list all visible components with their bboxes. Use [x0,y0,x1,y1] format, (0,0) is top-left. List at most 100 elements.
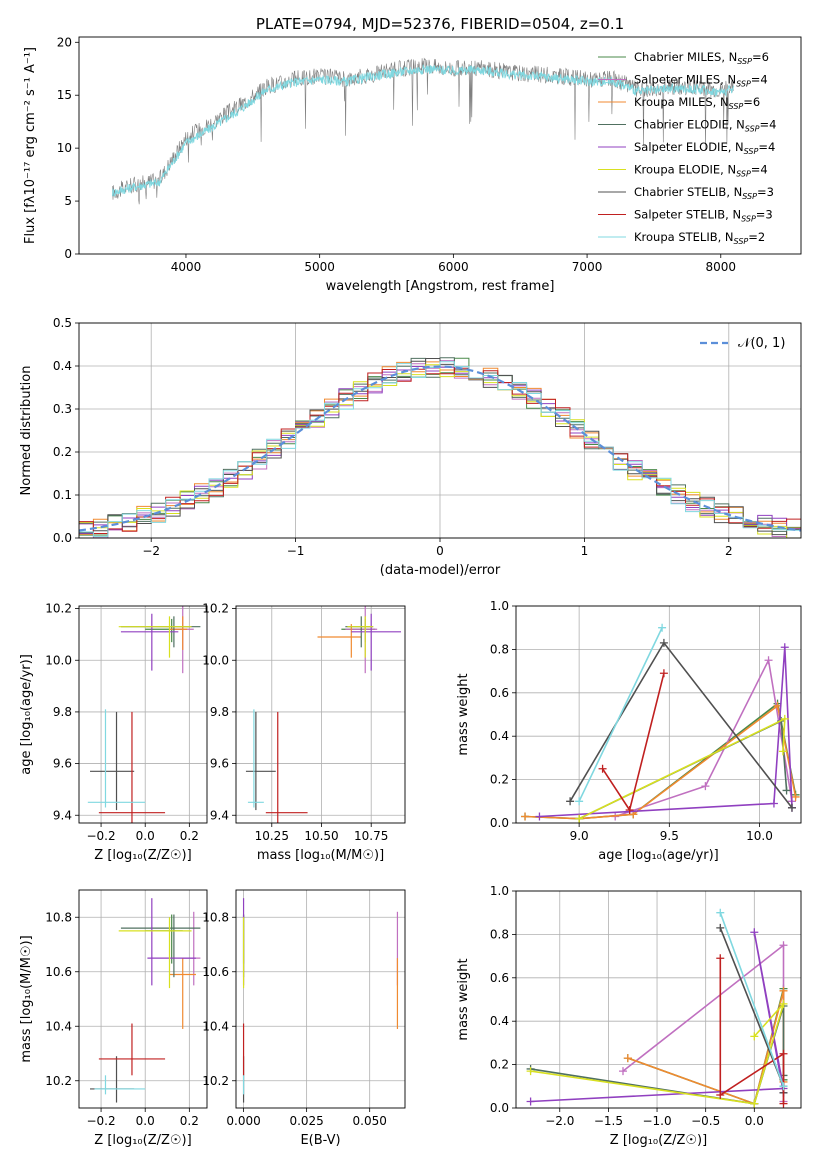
legend-label: Kroupa ELODIE, NSSP=4 [634,163,768,179]
y-tick-label: 0.2 [53,445,72,459]
y-tick-label: 0.3 [53,402,72,416]
y-tick-label: 10.6 [202,965,229,979]
x-tick-label: 0.025 [289,1114,323,1128]
axes-frame [78,889,208,1109]
x-axis-label: Z [log₁₀(Z/Z☉)] [610,1133,707,1148]
weight-line-Kroupa STELIB [578,627,663,802]
y-tick-label: 0.0 [490,816,509,830]
y-tick-label: 9.6 [53,757,72,771]
spectrum-panel: 4000 5000 6000 7000 8000 0 5 10 15 20 wavelength [… [23,35,802,294]
legend-label: Kroupa MILES, NSSP=6 [634,95,760,111]
weight-line-Salpeter STELIB [719,958,785,1104]
mass-vs-metallicity-panel: −0.2 0.0 0.2 10.2 10.4 10.6 10.8 Z [log₁₀(Z/Z☉)… [19,889,208,1148]
weight-marker [791,792,800,801]
weight-marker [716,923,725,932]
weight-marker [769,799,778,808]
weight-marker [716,908,725,917]
weight-marker [659,638,668,647]
y-tick-label: 0.6 [490,686,509,700]
axes-frame [515,605,802,824]
weight-marker [575,797,584,806]
weight-marker [701,782,710,791]
weight-marker [535,812,544,821]
y-tick-label: 9.6 [210,757,229,771]
x-tick-label: −1.0 [642,1114,671,1128]
y-tick-label: 0.4 [490,1014,509,1028]
axes-frame [515,890,802,1109]
y-axis-label: mass weight [456,673,471,755]
weight-line-Kroupa STELIB [719,912,785,1087]
y-tick-label: 0.1 [53,488,72,502]
y-tick-label: 20 [57,35,72,49]
y-tick-label: 10.2 [45,1074,72,1088]
x-axis-label: Z [log₁₀(Z/Z☉)] [94,848,191,863]
y-tick-label: 10 [57,141,72,155]
legend-label: Chabrier MILES, NSSP=6 [634,50,769,66]
x-tick-label: 10.0 [746,829,773,843]
weight-marker [780,714,789,723]
weight-marker [526,1067,535,1076]
weight-line-Kroupa ELODIE [530,1003,785,1105]
x-tick-label: 0.0 [745,1114,764,1128]
x-tick-label: 10.50 [304,829,338,843]
residual-histogram-panel: −2 −1 0 1 2 0.0 0.1 0.2 0.3 0.4 0.5 (data-model)/er… [19,316,802,578]
y-tick-label: 9.4 [53,808,72,822]
plot-area [87,606,201,823]
weight-vs-metallicity-panel: −2.0 −1.5 −1.0 −0.5 0.0 0.0 0.2 0.4 0.6 0.8 1.0 Z [… [456,884,802,1148]
weight-marker [566,797,575,806]
weight-line-Salpeter ELODIE [530,932,785,1103]
weight-line-Salpeter ELODIE [539,647,793,818]
weight-marker [787,803,796,812]
x-axis-label: mass [log₁₀(M/M☉)] [257,848,384,863]
spectrum-line-data [112,57,734,205]
x-tick-label: 10.25 [255,829,289,843]
weight-marker [780,643,789,652]
y-tick-label: 9.8 [53,705,72,719]
y-tick-label: 0.5 [53,316,72,330]
y-tick-label: 0.2 [490,773,509,787]
y-tick-label: 0.6 [490,971,509,985]
axes-frame [78,605,208,824]
y-tick-label: 0.2 [490,1058,509,1072]
y-tick-label: 10.8 [202,910,229,924]
legend-label: 𝒩(0, 1) [738,336,785,351]
x-tick-label: 7000 [572,260,603,274]
histogram-Salpeter STELIB [79,367,801,538]
axes-frame [235,889,406,1109]
legend-label: Chabrier ELODIE, NSSP=4 [634,118,776,134]
y-tick-label: 0.8 [490,642,509,656]
weight-marker [779,999,788,1008]
weight-marker [779,941,788,950]
plot-area [242,898,399,1103]
weight-marker [526,1097,535,1106]
plot-area [79,357,801,538]
y-axis-label: Flux [fλ10⁻¹⁷ erg cm⁻² s⁻¹ A⁻¹] [23,47,38,244]
y-tick-label: 10.2 [202,1074,229,1088]
weight-marker [764,656,773,665]
y-tick-label: 0.4 [53,359,72,373]
x-tick-label: 9.5 [660,829,679,843]
y-tick-label: 0.8 [490,927,509,941]
weight-marker [618,1067,627,1076]
y-tick-label: 10.4 [45,1019,72,1033]
legend-label: Chabrier STELIB, NSSP=3 [634,185,774,201]
y-tick-label: 0.4 [490,729,509,743]
y-tick-label: 9.4 [210,808,229,822]
x-tick-label: −0.5 [691,1114,720,1128]
plot-area [111,57,735,205]
x-axis-label: wavelength [Angstrom, rest frame] [326,279,555,294]
x-tick-label: 0.0 [136,1114,155,1128]
weight-marker [779,1049,788,1058]
y-tick-label: 0.0 [490,1101,509,1115]
x-tick-label: 0 [436,544,444,558]
weight-marker [575,814,584,823]
plot-area [521,623,800,823]
y-tick-label: 1.0 [490,599,509,613]
plot-area [90,898,201,1103]
x-axis-label: age [log₁₀(age/yr)] [598,848,719,863]
weight-marker [750,928,759,937]
x-tick-label: 0.2 [180,1114,199,1128]
legend-label: Kroupa STELIB, NSSP=2 [634,230,765,246]
weight-line-Salpeter MILES [614,657,793,818]
y-tick-label: 9.8 [210,705,229,719]
